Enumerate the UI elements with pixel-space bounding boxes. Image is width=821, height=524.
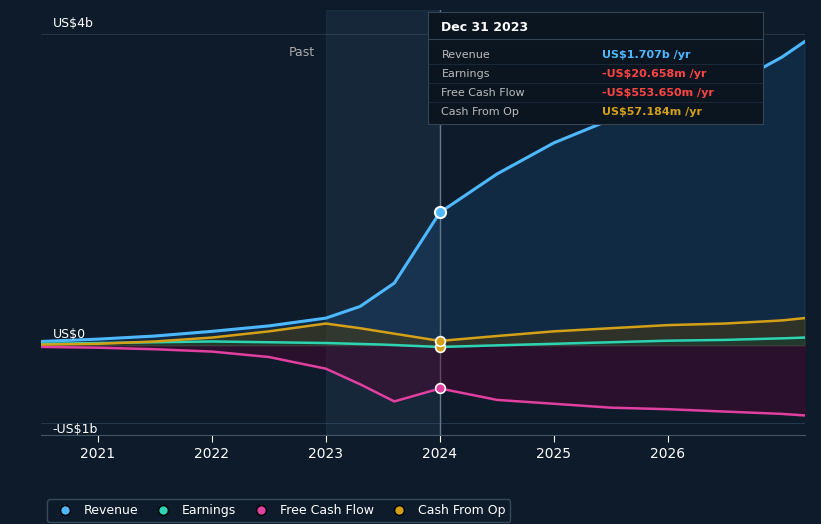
Legend: Revenue, Earnings, Free Cash Flow, Cash From Op: Revenue, Earnings, Free Cash Flow, Cash …	[48, 499, 510, 522]
Text: Past: Past	[288, 46, 314, 59]
Text: Cash From Op: Cash From Op	[442, 107, 519, 117]
Text: Free Cash Flow: Free Cash Flow	[442, 88, 525, 97]
Text: US$1.707b /yr: US$1.707b /yr	[602, 50, 690, 60]
Text: US$57.184m /yr: US$57.184m /yr	[602, 107, 702, 117]
Text: -US$1b: -US$1b	[53, 423, 98, 436]
Text: Earnings: Earnings	[442, 69, 490, 79]
Text: Analysts Forecasts: Analysts Forecasts	[453, 46, 570, 59]
Text: US$4b: US$4b	[53, 17, 94, 30]
Text: -US$553.650m /yr: -US$553.650m /yr	[602, 88, 714, 97]
Bar	[326, 10, 440, 435]
Text: -US$20.658m /yr: -US$20.658m /yr	[602, 69, 707, 79]
Text: Revenue: Revenue	[442, 50, 490, 60]
Text: Dec 31 2023: Dec 31 2023	[442, 21, 529, 34]
Text: US$0: US$0	[53, 329, 85, 342]
